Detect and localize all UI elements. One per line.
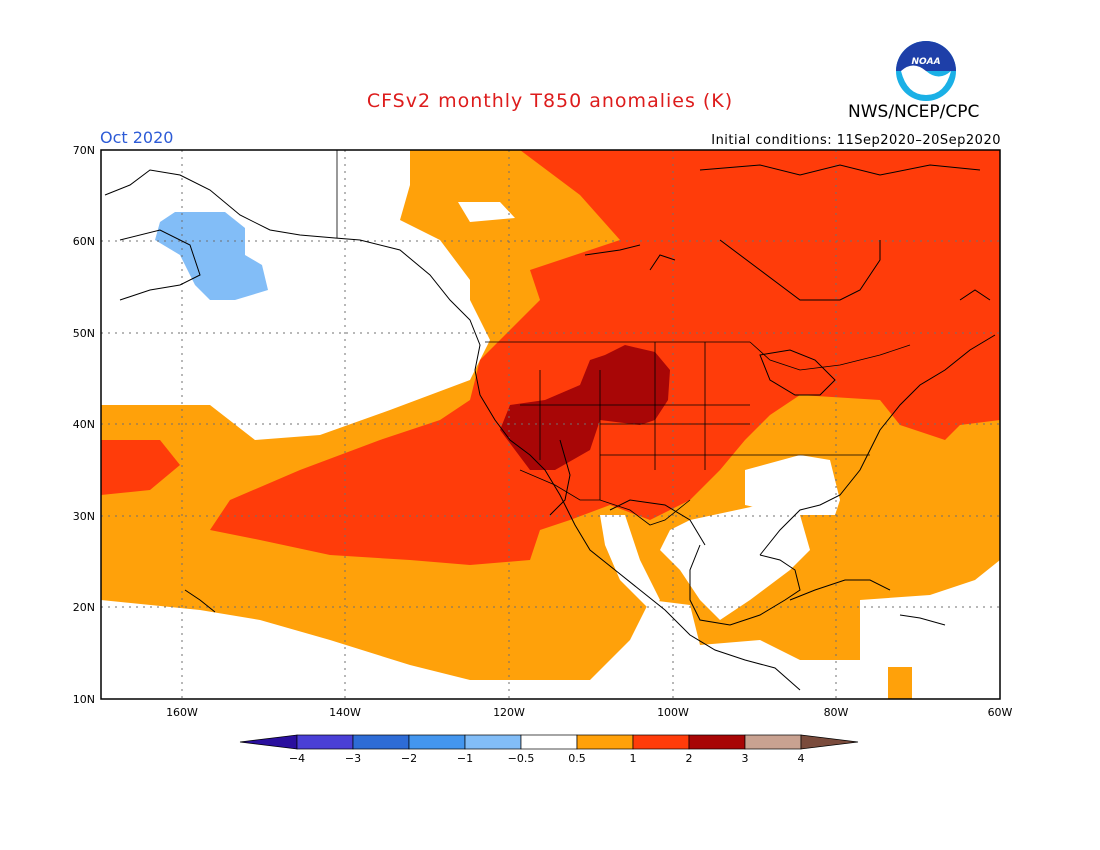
colorbar-swatch bbox=[576, 734, 634, 750]
lon-label: 80W bbox=[824, 706, 849, 719]
svg-text:NOAA: NOAA bbox=[911, 57, 940, 67]
lat-label: 20N bbox=[73, 601, 95, 614]
colorbar-swatch bbox=[408, 734, 466, 750]
colorbar-tick-label: 4 bbox=[797, 752, 805, 765]
colorbar-swatch bbox=[744, 734, 802, 750]
lat-labels: 70N 60N 50N 40N 30N 20N 10N bbox=[73, 144, 95, 706]
lat-label: 70N bbox=[73, 144, 95, 157]
lat-label: 50N bbox=[73, 327, 95, 340]
colorbar-swatch bbox=[464, 734, 522, 750]
colorbar-tick-label: 1 bbox=[629, 752, 637, 765]
anomaly-region-neutral bbox=[458, 202, 515, 222]
colorbar-arrow-low bbox=[239, 734, 298, 750]
noaa-logo: NOAA bbox=[896, 41, 956, 101]
anomaly-region-lightblue bbox=[155, 212, 268, 300]
organization-label: NWS/NCEP/CPC bbox=[848, 102, 980, 122]
valid-month: Oct 2020 bbox=[100, 128, 174, 147]
colorbar-arrow-high bbox=[800, 734, 859, 750]
anomaly-region-neutral bbox=[660, 505, 810, 620]
lon-label: 60W bbox=[988, 706, 1013, 719]
chart-title: CFSv2 monthly T850 anomalies (K) bbox=[366, 90, 734, 112]
colorbar-tick-label: −0.5 bbox=[507, 752, 535, 765]
lon-label: 160W bbox=[166, 706, 198, 719]
coastlines bbox=[104, 164, 996, 691]
anomaly-region-neutral bbox=[600, 515, 660, 610]
lat-label: 10N bbox=[73, 693, 95, 706]
colorbar-tick-label: −3 bbox=[344, 752, 362, 765]
lat-label: 60N bbox=[73, 235, 95, 248]
anomaly-region-red bbox=[101, 440, 180, 495]
colorbar bbox=[239, 734, 859, 750]
colorbar-tick-label: −4 bbox=[288, 752, 306, 765]
anomaly-region-orange bbox=[888, 667, 912, 699]
lat-label: 30N bbox=[73, 510, 95, 523]
colorbar-tick-label: 2 bbox=[685, 752, 693, 765]
colorbar-swatch bbox=[520, 734, 578, 750]
lon-label: 120W bbox=[493, 706, 525, 719]
lon-label: 100W bbox=[657, 706, 689, 719]
colorbar-swatch bbox=[296, 734, 354, 750]
colorbar-tick-label: −2 bbox=[400, 752, 418, 765]
map-frame bbox=[100, 149, 1001, 700]
lon-labels: 160W 140W 120W 100W 80W 60W bbox=[166, 706, 1012, 719]
anomaly-field bbox=[101, 150, 1000, 699]
colorbar-swatch bbox=[632, 734, 690, 750]
colorbar-tick-label: 0.5 bbox=[568, 752, 586, 765]
lon-label: 140W bbox=[329, 706, 361, 719]
initial-conditions: Initial conditions: 11Sep2020–20Sep2020 bbox=[711, 133, 1001, 148]
anomaly-region-neutral bbox=[745, 455, 840, 515]
colorbar-swatch bbox=[352, 734, 410, 750]
colorbar-tick-label: −1 bbox=[456, 752, 474, 765]
colorbar-tick-label: 3 bbox=[741, 752, 749, 765]
political-borders bbox=[336, 150, 911, 526]
lat-label: 40N bbox=[73, 418, 95, 431]
colorbar-swatch bbox=[688, 734, 746, 750]
anomaly-region-darkred bbox=[500, 345, 670, 470]
